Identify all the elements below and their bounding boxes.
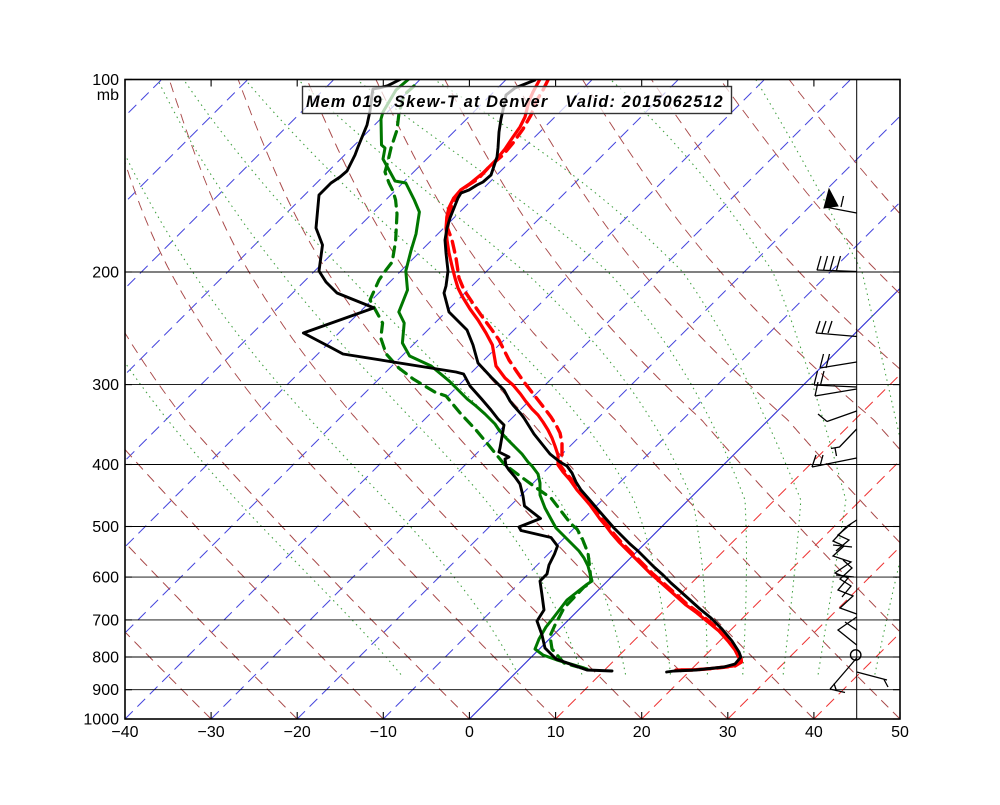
svg-text:600: 600: [92, 570, 119, 587]
svg-text:800: 800: [92, 650, 119, 667]
svg-text:0: 0: [465, 724, 474, 741]
svg-text:700: 700: [92, 612, 119, 629]
svg-text:200: 200: [92, 265, 119, 282]
svg-text:Mem 019 Skew-T at Denver Va: Mem 019 Skew-T at Denver Valid: 20150625…: [306, 93, 724, 111]
svg-text:50: 50: [891, 724, 909, 741]
svg-text:mb: mb: [97, 87, 119, 104]
svg-text:40: 40: [805, 724, 823, 741]
svg-text:100: 100: [92, 72, 119, 89]
svg-text:−30: −30: [198, 724, 225, 741]
svg-text:30: 30: [719, 724, 737, 741]
svg-text:−20: −20: [284, 724, 311, 741]
svg-text:900: 900: [92, 682, 119, 699]
svg-text:10: 10: [547, 724, 565, 741]
svg-text:20: 20: [633, 724, 651, 741]
svg-text:−10: −10: [370, 724, 397, 741]
svg-text:500: 500: [92, 519, 119, 536]
svg-text:−40: −40: [111, 724, 138, 741]
svg-text:400: 400: [92, 457, 119, 474]
svg-text:1000: 1000: [83, 712, 119, 729]
svg-text:300: 300: [92, 377, 119, 394]
